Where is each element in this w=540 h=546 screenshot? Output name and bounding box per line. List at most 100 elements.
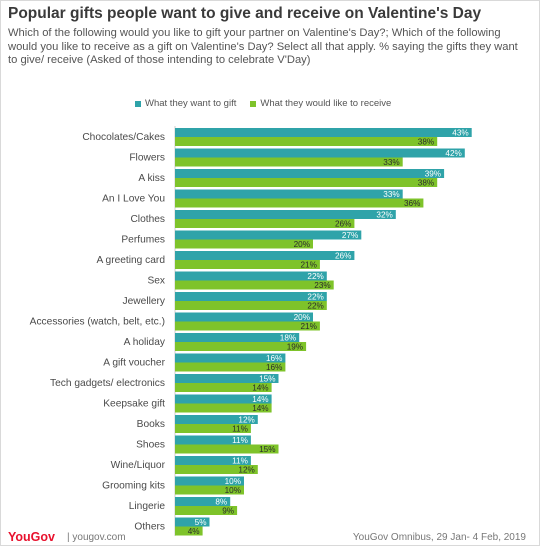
category-label: Sex (147, 276, 165, 287)
data-label-give: 16% (266, 354, 282, 363)
bar-receive (175, 239, 313, 249)
legend-item-give: What they want to gift (135, 98, 236, 109)
legend-label-give: What they want to gift (145, 98, 237, 109)
data-label-give: 15% (259, 375, 275, 384)
category-label: Grooming kits (102, 481, 165, 492)
category-label: Others (134, 522, 165, 533)
bar-receive (175, 383, 272, 392)
data-label-receive: 22% (307, 302, 323, 311)
legend-item-receive: What they would like to receive (250, 98, 391, 109)
data-label-receive: 10% (225, 486, 241, 495)
bar-give (175, 189, 403, 199)
chart-legend: What they want to gift What they would l… (135, 98, 391, 109)
data-label-give: 11% (232, 436, 248, 445)
footer-url: | yougov.com (67, 532, 126, 543)
data-label-receive: 4% (188, 527, 200, 536)
data-label-give: 39% (425, 170, 441, 179)
bar-give (175, 292, 327, 301)
category-label: Chocolates/Cakes (82, 132, 165, 143)
data-label-receive: 21% (301, 322, 317, 331)
data-label-receive: 11% (232, 425, 248, 434)
category-label: A gift voucher (103, 358, 165, 369)
data-label-receive: 20% (294, 240, 310, 249)
category-label: A kiss (138, 173, 165, 184)
bar-receive (175, 506, 238, 515)
bar-receive (175, 280, 334, 290)
bar-give (175, 435, 251, 445)
data-label-receive: 9% (222, 507, 234, 516)
data-label-receive: 33% (383, 158, 399, 167)
data-label-give: 18% (280, 334, 296, 343)
bar-give (175, 251, 355, 260)
bar-receive (175, 485, 244, 495)
data-label-receive: 36% (404, 199, 420, 208)
bar-receive (175, 342, 307, 351)
category-label: An I Love You (102, 194, 165, 205)
bar-receive (175, 362, 286, 372)
data-label-receive: 23% (314, 281, 330, 290)
bar-give (175, 456, 251, 465)
bar-receive (175, 178, 438, 187)
data-label-give: 8% (215, 498, 227, 507)
category-label: Lingerie (129, 501, 166, 512)
category-label: Shoes (136, 440, 165, 451)
category-label: Perfumes (121, 235, 165, 246)
data-label-give: 5% (195, 518, 207, 527)
bar-give (175, 353, 286, 363)
category-label: Clothes (130, 214, 165, 225)
data-label-give: 12% (238, 416, 254, 425)
bar-receive (175, 157, 403, 167)
data-label-give: 14% (252, 395, 268, 404)
data-label-give: 22% (307, 272, 323, 281)
bar-give (175, 333, 300, 342)
data-label-give: 32% (376, 211, 392, 220)
legend-label-receive: What they would like to receive (260, 98, 392, 109)
data-label-give: 10% (225, 477, 241, 486)
bar-give (175, 128, 472, 137)
bar-give (175, 476, 244, 486)
legend-swatch-give (135, 100, 141, 107)
category-label: Flowers (129, 153, 165, 164)
bar-give (175, 169, 445, 178)
data-label-receive: 16% (266, 363, 282, 372)
bar-receive (175, 198, 424, 208)
data-label-give: 22% (307, 293, 323, 302)
category-label: A holiday (124, 337, 166, 348)
data-label-give: 43% (452, 129, 468, 138)
data-label-receive: 38% (418, 138, 434, 147)
bar-receive (175, 465, 258, 474)
bar-receive (175, 301, 327, 310)
data-label-give: 42% (445, 149, 461, 158)
data-label-receive: 19% (287, 343, 303, 352)
bar-receive (175, 444, 279, 454)
bar-receive (175, 424, 251, 433)
category-label: Accessories (watch, belt, etc.) (30, 317, 165, 328)
data-label-give: 33% (383, 190, 399, 199)
category-label: A greeting card (96, 255, 165, 266)
bar-give (175, 210, 396, 219)
category-label: Tech gadgets/ electronics (50, 378, 165, 389)
bar-give (175, 148, 465, 158)
data-label-receive: 21% (301, 261, 317, 270)
data-label-give: 20% (294, 313, 310, 322)
data-label-receive: 26% (335, 220, 351, 229)
category-label: Wine/Liquor (111, 460, 166, 471)
data-label-give: 11% (232, 457, 248, 466)
category-label: Jewellery (123, 296, 166, 307)
data-label-give: 26% (335, 252, 351, 261)
bar-give (175, 271, 327, 281)
data-label-receive: 15% (259, 445, 275, 454)
bar-give (175, 230, 362, 240)
bar-give (175, 394, 272, 404)
bar-receive (175, 526, 203, 536)
chart-subtitle: Which of the following would you like to… (8, 27, 518, 67)
bar-give (175, 374, 279, 383)
data-label-receive: 12% (238, 466, 254, 475)
bar-receive (175, 137, 438, 146)
bar-receive (175, 260, 320, 269)
legend-swatch-receive (250, 100, 257, 107)
bar-receive (175, 321, 320, 331)
data-label-give: 27% (342, 231, 358, 240)
footer-source: YouGov Omnibus, 29 Jan- 4 Feb, 2019 (352, 532, 526, 543)
